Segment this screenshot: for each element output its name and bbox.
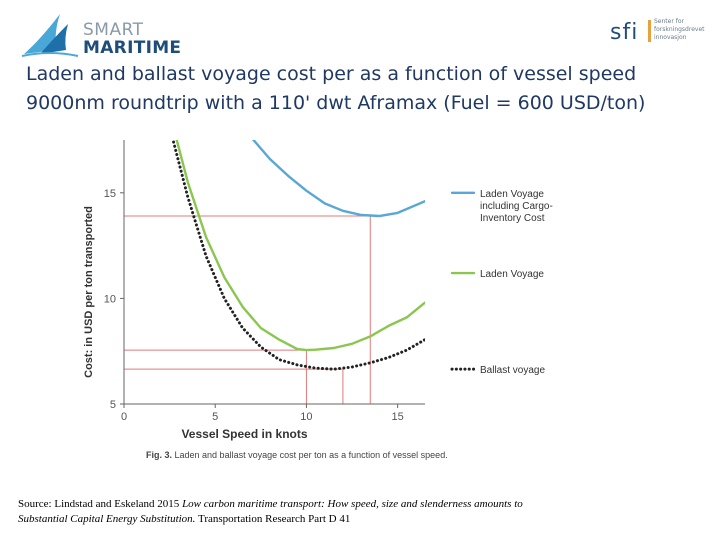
- sfi-logo: sfi Senter for forskningsdrevet innovasj…: [606, 14, 716, 50]
- figure-caption: Fig. 3. Laden and ballast voyage cost pe…: [146, 450, 448, 460]
- x-tick-label-15: 15: [392, 411, 404, 423]
- y-tick-label-10: 10: [104, 293, 116, 305]
- legend-label-0-line-0: Laden Voyage: [480, 189, 544, 200]
- source-italic-title: Low carbon maritime transport: How speed…: [18, 498, 523, 525]
- figure-caption-text: Laden and ballast voyage cost per ton as…: [172, 450, 448, 460]
- figure-caption-label: Fig. 3.: [146, 450, 172, 460]
- sfi-logo-text: sfi: [610, 20, 639, 45]
- y-axis-label: Cost: in USD per ton transported: [83, 206, 95, 378]
- legend-label-1: Laden Voyage: [480, 269, 544, 280]
- legend-label-0: Laden Voyage including Cargo-Inventory Co…: [480, 189, 553, 224]
- sfi-sub1: Senter for: [654, 18, 684, 25]
- x-tick-label-5: 5: [212, 411, 218, 423]
- series-line-0: [251, 140, 425, 218]
- sfi-accent-bar: [648, 20, 651, 42]
- y-tick-label-15: 15: [104, 188, 116, 200]
- title-line2: 9000nm roundtrip with a 110' dwt Aframax…: [26, 92, 646, 114]
- legend-label-0-line-2: Inventory Cost: [480, 213, 545, 224]
- series-line-2: [171, 140, 425, 371]
- cost-speed-chart: 5 10 15 0 5 10 15 Vessel Speed in knots Cost: in…: [78, 130, 578, 470]
- x-tick-label-0: 0: [121, 411, 127, 423]
- slide-title: Laden and ballast voyage cost per as a f…: [26, 60, 706, 118]
- smart-maritime-logo: SMART MARITIME: [20, 10, 181, 60]
- logo-line1: SMART: [83, 20, 144, 40]
- x-axis-label: Vessel Speed in knots: [181, 427, 307, 441]
- x-tick-label-10: 10: [300, 411, 312, 423]
- series-line-1: [175, 140, 425, 352]
- ship-sail-logo-icon: [21, 14, 79, 57]
- legend-label-2: Ballast voyage: [480, 365, 545, 376]
- logo-line2: MARITIME: [83, 38, 182, 58]
- source-citation: Source: Lindstad and Eskeland 2015 Low c…: [18, 497, 538, 527]
- legend-label-0-line-1: including Cargo-: [480, 201, 553, 212]
- source-prefix: Source: Lindstad and Eskeland 2015: [18, 498, 183, 510]
- source-suffix: Transportation Research Part D 41: [195, 513, 351, 525]
- title-line1: Laden and ballast voyage cost per as a f…: [26, 63, 637, 85]
- y-tick-label-5: 5: [110, 399, 116, 411]
- sfi-sub2: forskningsdrevet: [654, 26, 705, 33]
- sfi-sub3: innovasjon: [654, 34, 687, 41]
